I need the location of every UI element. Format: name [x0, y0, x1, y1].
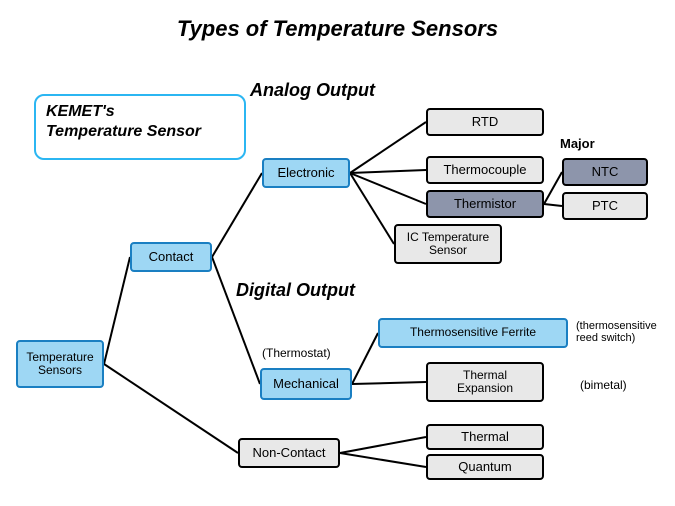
- edge-noncontact-quantum: [340, 453, 426, 467]
- edge-electronic-icsensor: [350, 173, 394, 244]
- node-rtd: RTD: [426, 108, 544, 136]
- edge-electronic-thermocouple: [350, 170, 426, 173]
- heading-digital: Digital Output: [236, 280, 355, 301]
- node-mechanical: Mechanical: [260, 368, 352, 400]
- edge-root-noncontact: [104, 364, 238, 453]
- node-ntc: NTC: [562, 158, 648, 186]
- label-reed: (thermosensitive reed switch): [576, 320, 657, 344]
- node-ptc: PTC: [562, 192, 648, 220]
- node-thermistor: Thermistor: [426, 190, 544, 218]
- node-expansion: Thermal Expansion: [426, 362, 544, 402]
- node-ferrite: Thermosensitive Ferrite: [378, 318, 568, 348]
- edge-mechanical-expansion: [352, 382, 426, 384]
- edge-thermistor-ntc: [544, 172, 562, 204]
- edge-mechanical-ferrite: [352, 333, 378, 384]
- node-thermal: Thermal: [426, 424, 544, 450]
- edge-contact-mechanical: [212, 257, 260, 384]
- edge-electronic-rtd: [350, 122, 426, 173]
- edge-noncontact-thermal: [340, 437, 426, 453]
- edge-contact-electronic: [212, 173, 262, 257]
- node-contact: Contact: [130, 242, 212, 272]
- edge-thermistor-ptc: [544, 204, 562, 206]
- callout-line2: Temperature Sensor: [46, 123, 201, 140]
- node-icsensor: IC Temperature Sensor: [394, 224, 502, 264]
- node-thermocouple: Thermocouple: [426, 156, 544, 184]
- node-noncontact: Non-Contact: [238, 438, 340, 468]
- edge-layer: [0, 0, 675, 506]
- node-quantum: Quantum: [426, 454, 544, 480]
- node-root: Temperature Sensors: [16, 340, 104, 388]
- edge-root-contact: [104, 257, 130, 364]
- kemet-callout: KEMET's Temperature Sensor: [34, 94, 246, 160]
- label-bimetal: (bimetal): [580, 378, 627, 392]
- callout-line1: KEMET's: [46, 103, 115, 120]
- page-title: Types of Temperature Sensors: [0, 16, 675, 42]
- node-electronic: Electronic: [262, 158, 350, 188]
- label-thermostat: (Thermostat): [262, 346, 331, 360]
- edge-electronic-thermistor: [350, 173, 426, 204]
- label-major: Major: [560, 136, 595, 151]
- heading-analog: Analog Output: [250, 80, 375, 101]
